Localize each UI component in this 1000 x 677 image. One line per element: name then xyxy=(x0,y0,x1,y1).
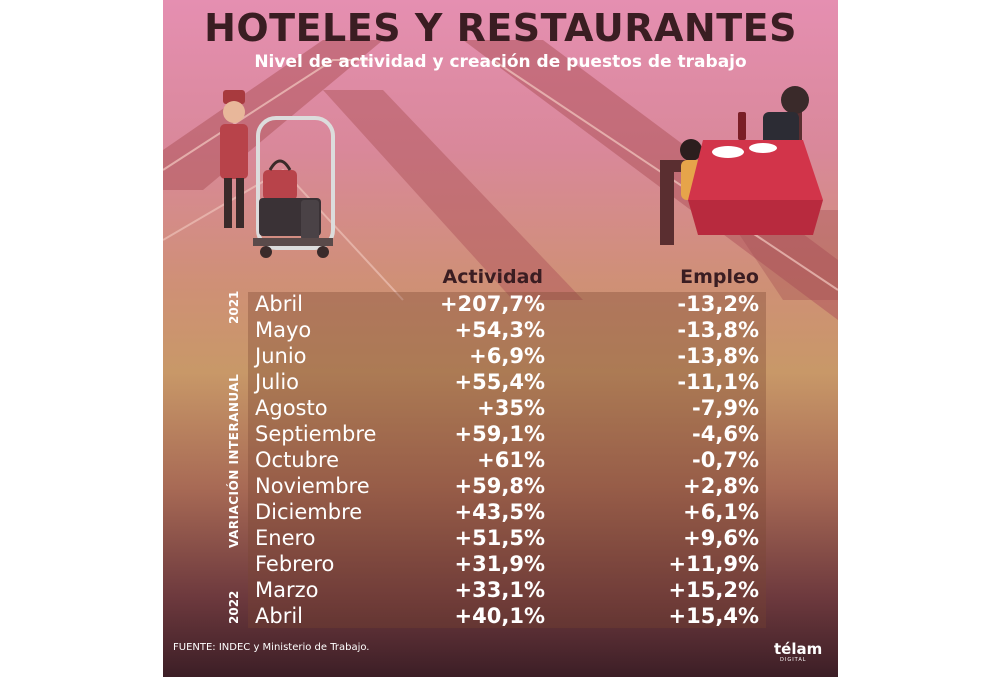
table-row: Diciembre +43,5% +6,1% xyxy=(163,500,838,526)
table-row: Noviembre +59,8% +2,8% xyxy=(163,474,838,500)
empleo-value: +15,4% xyxy=(668,604,759,628)
actividad-value: +59,8% xyxy=(454,474,545,498)
actividad-value: +59,1% xyxy=(454,422,545,446)
table-row: Junio +6,9% -13,8% xyxy=(163,344,838,370)
restaurant-illustration xyxy=(660,86,823,245)
table-row: Febrero +31,9% +11,9% xyxy=(163,552,838,578)
month-label: Agosto xyxy=(255,396,328,420)
month-label: Febrero xyxy=(255,552,335,576)
actividad-value: +43,5% xyxy=(454,500,545,524)
actividad-value: +51,5% xyxy=(454,526,545,550)
brand-logo: télam xyxy=(774,640,823,658)
empleo-value: +11,9% xyxy=(668,552,759,576)
month-label: Junio xyxy=(255,344,307,368)
empleo-value: -0,7% xyxy=(692,448,759,472)
month-label: Octubre xyxy=(255,448,340,472)
month-label: Noviembre xyxy=(255,474,370,498)
table-row: Octubre +61% -0,7% xyxy=(163,448,838,474)
infographic: HOTELES Y RESTAURANTES Nivel de activida… xyxy=(163,0,838,677)
empleo-value: -7,9% xyxy=(692,396,759,420)
column-header-empleo: Empleo xyxy=(680,266,759,288)
month-label: Septiembre xyxy=(255,422,377,446)
table-row: Marzo +33,1% +15,2% xyxy=(163,578,838,604)
empleo-value: +2,8% xyxy=(683,474,759,498)
actividad-value: +61% xyxy=(477,448,545,472)
actividad-value: +35% xyxy=(477,396,545,420)
actividad-value: +54,3% xyxy=(454,318,545,342)
month-label: Marzo xyxy=(255,578,319,602)
month-label: Diciembre xyxy=(255,500,363,524)
month-label: Abril xyxy=(255,604,303,628)
table-row: Mayo +54,3% -13,8% xyxy=(163,318,838,344)
empleo-value: -4,6% xyxy=(692,422,759,446)
decorative-illustration xyxy=(163,40,838,320)
table-row: Julio +55,4% -11,1% xyxy=(163,370,838,396)
actividad-value: +55,4% xyxy=(454,370,545,394)
month-label: Abril xyxy=(255,292,303,316)
empleo-value: +9,6% xyxy=(683,526,759,550)
month-label: Enero xyxy=(255,526,316,550)
table-row: Abril +40,1% +15,4% xyxy=(163,604,838,630)
empleo-value: +15,2% xyxy=(668,578,759,602)
actividad-value: +40,1% xyxy=(454,604,545,628)
table-row: Abril +207,7% -13,2% xyxy=(163,292,838,318)
table-row: Agosto +35% -7,9% xyxy=(163,396,838,422)
column-header-actividad: Actividad xyxy=(442,266,543,288)
month-label: Mayo xyxy=(255,318,312,342)
stripe-decoration xyxy=(463,40,838,320)
table-row: Septiembre +59,1% -4,6% xyxy=(163,422,838,448)
stripe-line xyxy=(163,59,373,171)
bellhop-illustration xyxy=(220,90,335,258)
stripe-decoration xyxy=(163,40,383,190)
brand-logo-sub: DIGITAL xyxy=(780,657,807,663)
empleo-value: -13,8% xyxy=(677,318,759,342)
page-subtitle: Nivel de actividad y creación de puestos… xyxy=(254,52,747,72)
empleo-value: -11,1% xyxy=(677,370,759,394)
month-label: Julio xyxy=(255,370,300,394)
table-background xyxy=(248,292,766,628)
actividad-value: +207,7% xyxy=(439,292,545,316)
empleo-value: -13,2% xyxy=(677,292,759,316)
empleo-value: +6,1% xyxy=(683,500,759,524)
page-title: HOTELES Y RESTAURANTES xyxy=(204,6,797,50)
actividad-value: +6,9% xyxy=(469,344,545,368)
actividad-value: +31,9% xyxy=(454,552,545,576)
actividad-value: +33,1% xyxy=(454,578,545,602)
source-note: FUENTE: INDEC y Ministerio de Trabajo. xyxy=(173,642,370,653)
empleo-value: -13,8% xyxy=(677,344,759,368)
stripe-decoration xyxy=(323,90,583,300)
table-row: Enero +51,5% +9,6% xyxy=(163,526,838,552)
